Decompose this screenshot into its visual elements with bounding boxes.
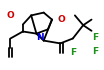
Text: F: F bbox=[93, 47, 99, 56]
Text: O: O bbox=[7, 10, 14, 20]
Text: O: O bbox=[58, 15, 65, 24]
Text: F: F bbox=[93, 33, 99, 42]
Text: F: F bbox=[70, 48, 76, 57]
Text: N: N bbox=[36, 33, 44, 42]
